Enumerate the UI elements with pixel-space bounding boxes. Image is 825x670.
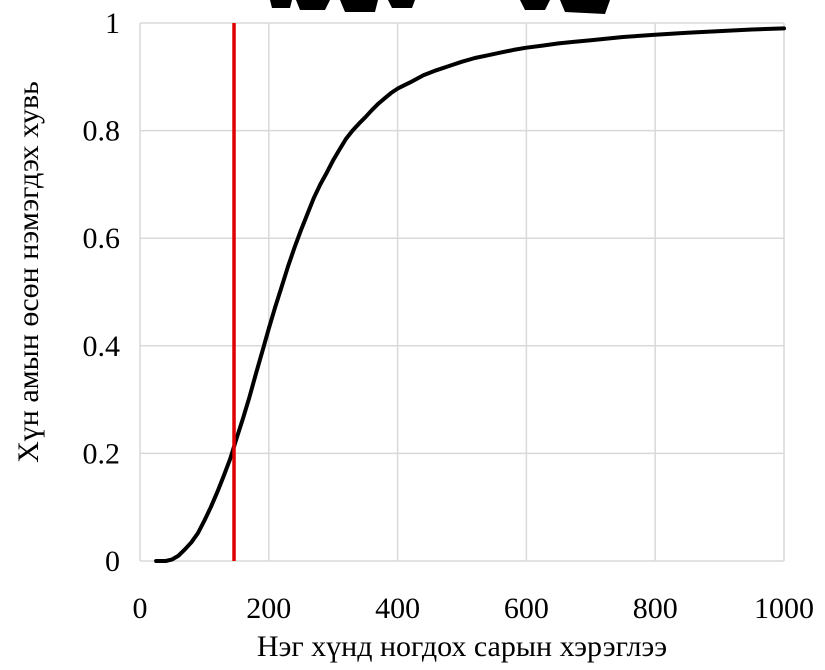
title-cropped-glyphs [270, 0, 610, 14]
y-tick-label: 1 [105, 7, 120, 40]
y-tick-label: 0.8 [83, 115, 121, 148]
x-axis-ticks: 0 200 400 600 800 1000 [133, 592, 815, 625]
y-axis-title: Хүн амын өсөн нэмэгдэх хувь [12, 81, 45, 463]
x-axis-title: Нэг хүнд ногдох сарын хэрэглээ [257, 630, 667, 663]
x-tick-label: 800 [633, 592, 678, 625]
series-line-0 [154, 26, 786, 563]
y-tick-label: 0.2 [83, 437, 121, 470]
series-layer [154, 26, 786, 563]
x-tick-label: 0 [133, 592, 148, 625]
y-axis-ticks: 0 0.2 0.4 0.6 0.8 1 [83, 7, 121, 578]
x-tick-label: 600 [504, 592, 549, 625]
gridlines [139, 22, 785, 562]
chart-title-cropped [270, 0, 610, 14]
y-tick-label: 0.4 [83, 330, 121, 363]
y-tick-label: 0.6 [83, 222, 121, 255]
x-tick-label: 1000 [754, 592, 814, 625]
x-tick-label: 200 [246, 592, 291, 625]
x-tick-label: 400 [375, 592, 420, 625]
y-tick-label: 0 [105, 545, 120, 578]
